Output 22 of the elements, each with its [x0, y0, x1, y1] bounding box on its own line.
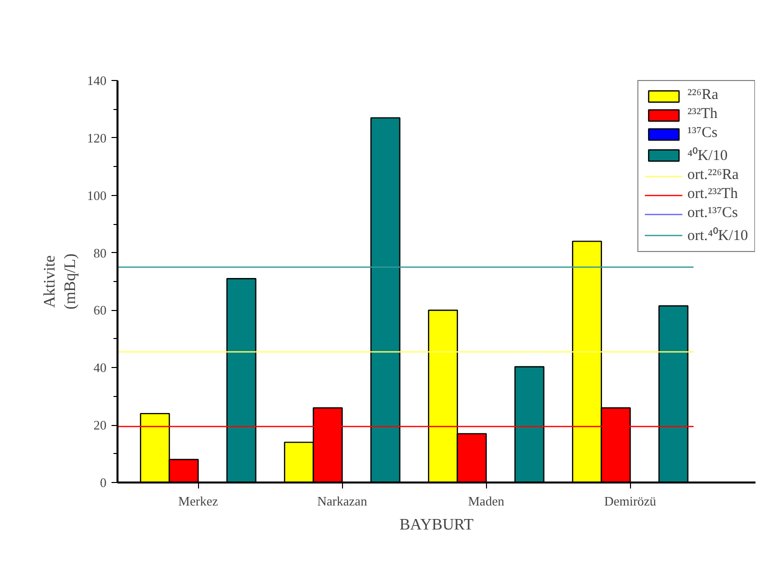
x-tick-label: Demirözü — [604, 494, 657, 508]
legend-label: ort.²²⁶Ra — [687, 167, 739, 184]
y-tick-label: 60 — [94, 302, 106, 318]
x-tick-label: Maden — [468, 494, 505, 508]
legend-label: ort.²³²Th — [687, 186, 738, 203]
y-tick-label: 40 — [94, 360, 106, 376]
y-tick-label: 0 — [100, 475, 106, 490]
legend-label: ¹³⁷Cs — [687, 125, 718, 142]
y-tick-label: 100 — [87, 188, 106, 203]
legend-label: ²²⁶Ra — [687, 87, 718, 104]
legend-label: ²³²Th — [687, 106, 718, 123]
y-tick-label: 120 — [87, 130, 106, 146]
legend-label: ort.⁴⁰K/10 — [687, 226, 748, 245]
y-tick-label: 140 — [87, 73, 106, 88]
y-tick-label: 20 — [94, 418, 106, 433]
text: ort.¹³⁷Cs — [687, 205, 738, 221]
y-tick-label: 80 — [94, 245, 106, 260]
x-tick-label: Merkez — [178, 494, 218, 508]
y-axis-title: Aktivite (mBq/L) — [42, 253, 79, 310]
x-axis-title: BAYBURT — [399, 516, 474, 534]
legend-label: ⁴⁰K/10 — [687, 146, 728, 165]
x-tick-label: Narkazan — [317, 494, 368, 508]
